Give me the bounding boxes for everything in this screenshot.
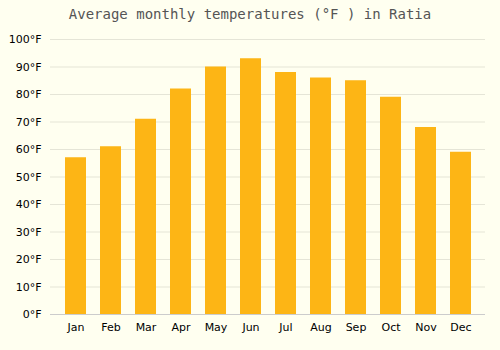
svg-text:Feb: Feb bbox=[101, 321, 120, 334]
svg-text:60°F: 60°F bbox=[16, 143, 42, 156]
svg-text:May: May bbox=[205, 321, 228, 334]
svg-text:Nov: Nov bbox=[415, 321, 437, 334]
svg-text:Oct: Oct bbox=[381, 321, 401, 334]
svg-text:Jun: Jun bbox=[241, 321, 259, 334]
svg-text:Jul: Jul bbox=[278, 321, 292, 334]
html-text:Average monthly temperatures (: Average monthly temperatures (°F ) in Ra… bbox=[68, 6, 432, 22]
svg-text:Aug: Aug bbox=[310, 321, 331, 334]
svg-text:40°F: 40°F bbox=[16, 198, 42, 211]
svg-text:Dec: Dec bbox=[450, 321, 471, 334]
svg-text:80°F: 80°F bbox=[16, 88, 42, 101]
svg-text:70°F: 70°F bbox=[16, 116, 42, 129]
svg-text:10°F: 10°F bbox=[16, 281, 42, 294]
svg-text:90°F: 90°F bbox=[16, 61, 42, 74]
svg-text:100°F: 100°F bbox=[9, 33, 42, 46]
svg-text:0°F: 0°F bbox=[23, 308, 42, 321]
svg-text:30°F: 30°F bbox=[16, 226, 42, 239]
svg-text:Mar: Mar bbox=[136, 321, 157, 334]
svg-text:20°F: 20°F bbox=[16, 253, 42, 266]
svg-text:Sep: Sep bbox=[346, 321, 367, 334]
svg-text:Apr: Apr bbox=[171, 321, 191, 334]
svg-text:Jan: Jan bbox=[67, 321, 85, 334]
svg-text:50°F: 50°F bbox=[16, 171, 42, 184]
